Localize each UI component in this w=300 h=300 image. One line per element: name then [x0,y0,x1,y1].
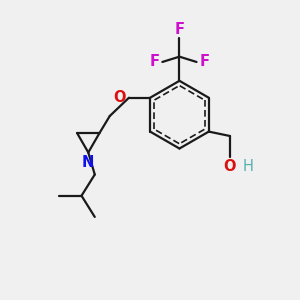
Text: F: F [149,55,159,70]
Text: O: O [113,90,125,105]
Text: N: N [82,155,94,170]
Text: H: H [242,159,253,174]
Text: F: F [200,55,209,70]
Text: F: F [174,22,184,37]
Text: O: O [224,159,236,174]
